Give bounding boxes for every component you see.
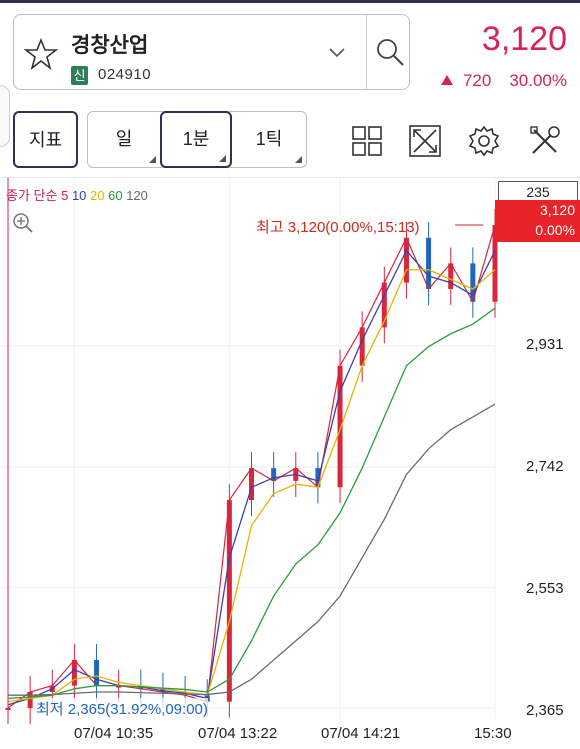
current-price: 3,120 xyxy=(481,20,567,58)
period-1min-label: 1분 xyxy=(182,129,210,149)
top-bar-line xyxy=(0,0,580,3)
series-line xyxy=(8,403,496,696)
candle-body xyxy=(359,327,365,366)
x-tick-label: 07/04 10:35 xyxy=(74,725,154,742)
current-price-tag-pct: 0.00% xyxy=(535,222,575,238)
x-tick-label: 07/04 14:21 xyxy=(321,725,401,742)
candle-body xyxy=(403,237,409,283)
candle-body xyxy=(448,263,454,289)
series-line xyxy=(7,307,496,700)
price-change: 720 30.00% xyxy=(440,71,567,91)
tools-icon[interactable] xyxy=(528,124,562,158)
period-day-label: 일 xyxy=(115,129,133,149)
y-tick-label: 2,931 xyxy=(526,336,564,353)
period-1tick-label: 1틱 xyxy=(255,129,283,149)
dropdown-corner-icon xyxy=(295,156,302,163)
legend-ma60: 60 xyxy=(108,188,123,203)
candle-body xyxy=(426,237,432,289)
legend-ma20: 20 xyxy=(90,188,105,203)
low-price-label: 최저 2,365(31.92%,09:00) xyxy=(36,698,208,719)
high-price-label: 최고 3,120(0.00%,15:13) xyxy=(256,219,420,236)
period-selector: 일 1분 1틱 xyxy=(87,111,307,168)
volume-box: 235 xyxy=(498,181,578,203)
indicator-button[interactable]: 지표 xyxy=(13,111,78,168)
y-tick-label: 2,742 xyxy=(526,458,564,475)
ma-legend: 종가 단순 5 10 20 60 120 xyxy=(6,185,148,204)
market-badge: 신 xyxy=(71,66,88,85)
current-price-tag-value: 3,120 xyxy=(539,202,575,218)
stock-selector[interactable]: 경창산업 신 024910 xyxy=(13,14,410,90)
change-percent: 30.00% xyxy=(509,71,567,90)
x-tick-label: 07/04 13:22 xyxy=(198,725,278,742)
dropdown-corner-icon xyxy=(149,156,156,163)
star-icon[interactable] xyxy=(24,37,58,71)
legend-ma120: 120 xyxy=(126,188,148,203)
candle-body xyxy=(116,685,122,688)
dropdown-corner-icon xyxy=(219,155,226,162)
change-amount: 720 xyxy=(462,71,492,90)
candle-body xyxy=(27,692,33,708)
legend-ma5: 5 xyxy=(61,188,69,203)
candle-body xyxy=(226,500,232,702)
period-day-button[interactable]: 일 xyxy=(88,112,160,167)
layout-grid-icon[interactable] xyxy=(350,124,384,158)
period-1tick-button[interactable]: 1틱 xyxy=(232,112,306,167)
series-line xyxy=(7,269,496,703)
legend-ma10: 10 xyxy=(71,188,87,203)
price-chart[interactable] xyxy=(0,178,580,749)
candle-body xyxy=(381,282,387,328)
candle-body xyxy=(337,365,343,488)
search-button[interactable] xyxy=(366,15,411,89)
zoom-in-icon[interactable] xyxy=(12,212,34,234)
candle-body xyxy=(271,468,277,481)
chevron-down-icon[interactable] xyxy=(326,41,348,63)
candle-body xyxy=(249,468,254,501)
series-line xyxy=(7,249,496,706)
candle-body xyxy=(492,225,498,302)
toolbar-divider xyxy=(0,177,580,178)
legend-prefix: 종가 단순 xyxy=(6,188,58,203)
stock-code: 024910 xyxy=(98,66,152,83)
period-1min-button[interactable]: 1분 xyxy=(160,111,232,168)
stock-name: 경창산업 xyxy=(71,34,149,57)
candle-body xyxy=(470,263,476,302)
expand-icon[interactable] xyxy=(408,124,442,158)
settings-icon[interactable] xyxy=(467,124,501,158)
y-tick-label: 2,365 xyxy=(526,702,564,719)
x-tick-label: 15:30 xyxy=(474,725,512,742)
candle-body xyxy=(315,468,321,488)
y-tick-label: 2,553 xyxy=(526,580,564,597)
side-drawer-handle[interactable] xyxy=(0,85,10,147)
up-arrow-icon xyxy=(440,75,453,85)
candle-body xyxy=(94,660,100,686)
search-icon xyxy=(377,39,404,66)
candle-body xyxy=(71,660,77,686)
current-price-tag: 3,120 0.00% xyxy=(495,200,580,242)
